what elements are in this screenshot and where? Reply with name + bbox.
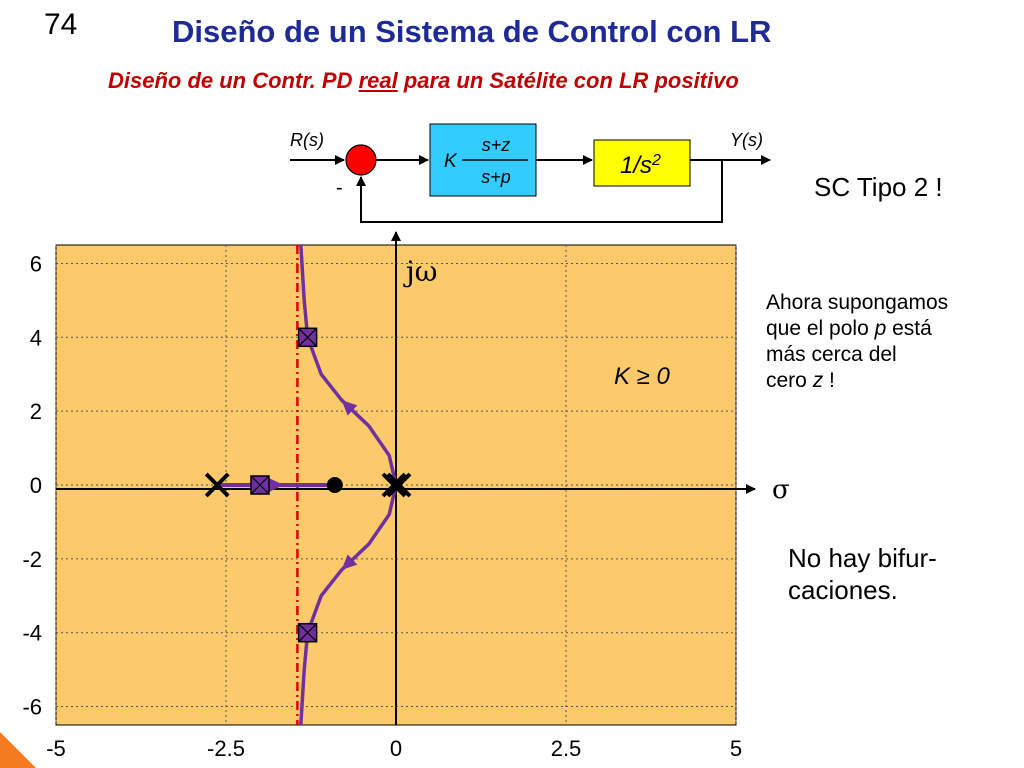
open-loop-pole-marker [204,472,230,498]
output-label: Y(s) [730,130,763,150]
slide-title: Diseño de un Sistema de Control con LR [172,14,772,49]
closed-loop-pole-cross [298,327,318,347]
assumption-line-2: que el polo p está [766,316,1016,342]
plant-block [593,139,691,187]
imag-axis-label: jω [403,255,438,288]
system-type-note: SC Tipo 2 ! [814,172,943,202]
x-tick-label: 0 [390,736,402,761]
assumption-line-2-text: que el polo [766,317,875,340]
y-tick-label: 6 [30,251,42,276]
assumption-line-4-end: ! [823,369,835,392]
y-tick-label: 0 [30,473,42,498]
x-tick-label: 5 [730,736,742,761]
input-label: R(s) [290,130,324,150]
assumption-line-4-text: cero [766,369,813,392]
gain-label: K ≥ 0 [614,363,671,390]
controller-numerator: s+z [482,135,511,155]
subtitle-pre: Diseño de un Contr. PD [108,68,359,93]
upper-locus-branch [299,244,398,486]
upper-branch-direction-arrow [341,400,358,416]
slide-number: 74 [44,8,78,41]
assumption-line-3: más cerca del [766,343,897,366]
assumption-line-2-end: está [886,317,932,340]
open-loop-pole-marker [386,472,412,498]
y-tick-labels: 6 4 2 0 -2 -4 -6 [22,251,42,719]
plant-base: 1/s [620,152,652,179]
y-tick-label: -6 [22,695,42,720]
controller-gain: K [444,151,458,172]
x-tick-label: -5 [46,736,66,761]
plant-transfer-function: 1/s2 [620,152,661,179]
closed-loop-pole-cross [250,475,270,495]
bifurcation-note: No hay bifur- caciones. [788,542,937,606]
root-locus-branches [219,244,398,726]
y-tick-label: -2 [22,547,42,572]
pole-zero-markers [204,327,412,643]
subtitle-underlined: real [358,68,398,93]
open-loop-pole-marker [381,472,407,498]
y-tick-label: 4 [30,325,42,350]
real-axis-label: σ [772,475,790,505]
assumption-note: Ahora supongamos que el polo p está más … [766,290,1016,394]
x-tick-label: -2.5 [207,736,245,761]
assumption-line-4: cero z ! [766,368,1016,394]
feedback-path [356,160,723,223]
y-tick-label: -4 [22,621,42,646]
lower-locus-branch [299,484,398,726]
subtitle-post: para un Satélite con LR positivo [397,68,739,93]
controller-denominator: s+p [481,167,511,187]
bifurcation-line-1: No hay bifur- [788,543,937,573]
plant-exponent: 2 [651,152,661,169]
y-tick-label: 2 [30,399,42,424]
x-tick-labels: -5 -2.5 0 2.5 5 [46,736,742,761]
open-loop-zero-marker [326,477,343,493]
lower-branch-direction-arrow [341,554,358,570]
summing-junction [345,144,377,176]
feedback-sign: - [336,177,343,199]
slide-subtitle: Diseño de un Contr. PD real para un Saté… [108,68,739,94]
x-tick-label: 2.5 [551,736,582,761]
assumption-line-1: Ahora supongamos [766,291,949,314]
pole-p-symbol: p [874,317,887,340]
corner-decoration [0,732,36,768]
block-diagram: R(s) - K s+z s+p 1/s2 Y(s) [290,123,771,223]
zero-z-symbol: z [812,369,824,392]
real-axis-direction-arrow [268,478,284,492]
bifurcation-line-2: caciones. [788,575,898,605]
closed-loop-pole-cross [298,623,318,643]
